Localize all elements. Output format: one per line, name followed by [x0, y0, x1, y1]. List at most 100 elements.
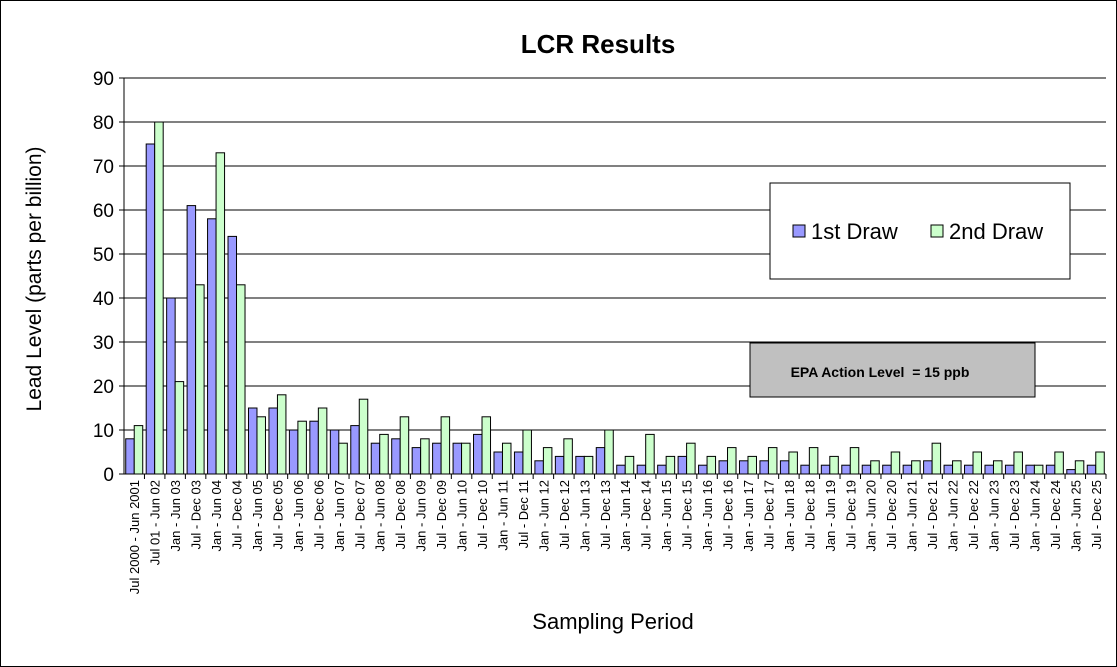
x-tick-label: Jan - Jun 10: [455, 480, 470, 552]
bar-2nd-draw: [849, 447, 860, 475]
x-tick-label: Jul - Dec 21: [925, 480, 940, 549]
x-tick-label: Jan - Jun 23: [986, 480, 1001, 552]
bar-2nd-draw: [256, 416, 266, 475]
bar-2nd-draw: [1054, 451, 1064, 475]
bar-1st-draw: [943, 464, 954, 475]
bar-2nd-draw: [133, 425, 144, 475]
y-tick-label: 10: [93, 421, 114, 442]
bar-2nd-draw: [154, 121, 164, 475]
bar-2nd-draw: [624, 455, 635, 475]
bar-1st-draw: [125, 438, 135, 475]
bar-1st-draw: [964, 464, 974, 475]
bar-1st-draw: [820, 464, 831, 475]
bar-2nd-draw: [1074, 460, 1085, 475]
x-tick-label: Jan - Jun 25: [1068, 480, 1083, 552]
y-tick-label: 80: [93, 113, 114, 134]
bar-1st-draw: [391, 438, 401, 475]
y-axis-label: Lead Level (parts per billion): [23, 147, 46, 412]
bar-2nd-draw: [604, 429, 614, 475]
x-tick-label: Jul - Dec 10: [475, 480, 490, 549]
y-tick-label: 90: [93, 69, 114, 90]
x-tick-label: Jul - Dec 06: [311, 480, 326, 549]
x-tick-label: Jan - Jun 06: [291, 480, 306, 552]
bar-2nd-draw: [665, 455, 676, 475]
bar-2nd-draw: [931, 442, 942, 475]
bar-2nd-draw: [317, 407, 328, 475]
bar-2nd-draw: [767, 447, 778, 475]
x-tick-label: Jul - Dec 07: [352, 480, 367, 549]
y-tick-label: 50: [93, 245, 114, 266]
legend-box: [769, 182, 1071, 280]
bar-1st-draw: [657, 464, 667, 475]
bar-1st-draw: [779, 460, 790, 475]
bar-2nd-draw: [890, 451, 901, 475]
bar-2nd-draw: [440, 416, 451, 475]
bar-2nd-draw: [686, 442, 696, 475]
bar-2nd-draw: [174, 381, 185, 475]
bar-1st-draw: [370, 442, 381, 475]
y-tick-label: 60: [93, 201, 114, 222]
bar-1st-draw: [759, 460, 769, 475]
bar-1st-draw: [452, 442, 463, 475]
x-tick-label: Jul - Dec 08: [393, 480, 408, 549]
bar-1st-draw: [1086, 464, 1097, 475]
bar-2nd-draw: [399, 416, 410, 475]
legend-swatch-2nd-draw: [930, 224, 944, 238]
x-tick-label: Jul - Dec 16: [721, 480, 736, 549]
bar-2nd-draw: [379, 433, 389, 475]
bar-2nd-draw: [501, 442, 512, 475]
y-tick-label: 0: [103, 465, 114, 486]
bar-2nd-draw: [870, 460, 880, 475]
legend-label-2nd-draw: 2nd Draw: [949, 219, 1043, 244]
bar-2nd-draw: [992, 460, 1003, 475]
y-tick-label: 30: [93, 333, 114, 354]
bar-1st-draw: [145, 143, 156, 475]
bar-1st-draw: [411, 447, 422, 475]
x-tick-label: Jan - Jun 07: [332, 480, 347, 552]
x-tick-label: Jul - Dec 11: [516, 480, 531, 548]
annotation-box: [749, 342, 1036, 398]
bar-1st-draw: [738, 460, 749, 475]
x-tick-label: Jan - Jun 22: [946, 480, 961, 552]
bar-1st-draw: [841, 464, 851, 475]
bar-2nd-draw: [420, 438, 430, 475]
x-axis-ticks: Jul 2000 - Jun 2001 Jul 01 - Jun 02 Jan - …: [127, 474, 1107, 594]
bar-1st-draw: [800, 464, 810, 475]
x-tick-label: Jul - Dec 12: [557, 480, 572, 549]
annotation-text: EPA Action Level = 15 ppb: [791, 364, 970, 380]
x-tick-label: Jul 2000 - Jun 2001: [127, 480, 142, 594]
bar-1st-draw: [493, 451, 503, 475]
bar-2nd-draw: [952, 460, 962, 475]
x-axis-label: Sampling Period: [532, 609, 693, 634]
x-tick-label: Jul - Dec 19: [843, 480, 858, 549]
x-tick-label: Jul - Dec 13: [598, 480, 613, 549]
x-tick-label: Jan - Jun 17: [741, 480, 756, 552]
x-tick-label: Jul - Dec 25: [1089, 480, 1104, 549]
bar-1st-draw: [329, 429, 340, 475]
bar-2nd-draw: [645, 433, 655, 475]
bar-1st-draw: [432, 442, 442, 475]
bar-2nd-draw: [276, 394, 287, 475]
bar-2nd-draw: [481, 416, 492, 475]
bar-2nd-draw: [1095, 451, 1105, 475]
x-tick-label: Jul - Dec 04: [230, 480, 245, 549]
bar-1st-draw: [861, 464, 872, 475]
bar-1st-draw: [207, 218, 217, 475]
x-tick-label: Jul - Dec 17: [761, 480, 776, 549]
bar-2nd-draw: [297, 420, 307, 475]
bar-1st-draw: [309, 420, 319, 475]
legend-swatch-1st-draw: [792, 224, 806, 238]
x-tick-label: Jan - Jun 04: [209, 480, 224, 552]
x-tick-label: Jul - Dec 03: [189, 480, 204, 549]
y-tick-label: 20: [93, 377, 114, 398]
bar-2nd-draw: [583, 455, 594, 475]
bar-1st-draw: [268, 407, 278, 475]
x-tick-label: Jan - Jun 18: [782, 480, 797, 552]
x-tick-label: Jan - Jun 03: [168, 480, 183, 552]
bar-2nd-draw: [195, 284, 205, 475]
bar-2nd-draw: [358, 398, 369, 475]
bar-2nd-draw: [829, 455, 839, 475]
chart-title: LCR Results: [521, 29, 676, 59]
